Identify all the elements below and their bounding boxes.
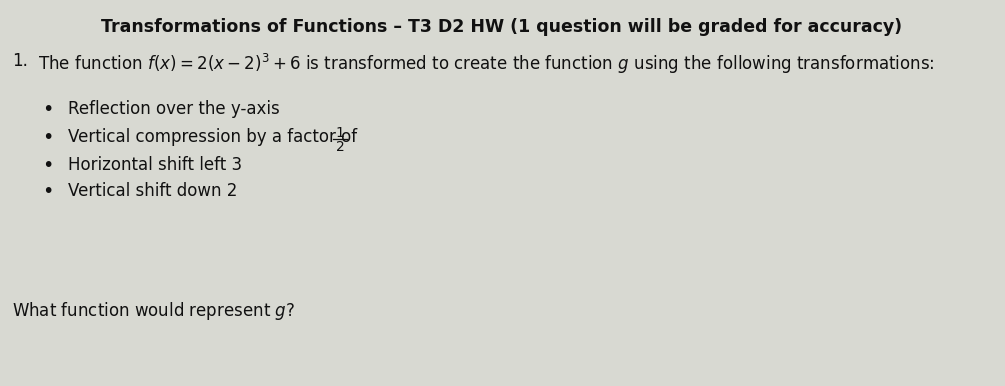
Text: The function $f(x) = 2(x - 2)^3 + 6$ is transformed to create the function $g$ u: The function $f(x) = 2(x - 2)^3 + 6$ is … [38,52,935,76]
Text: What function would represent $g$?: What function would represent $g$? [12,300,295,322]
Text: 1: 1 [336,126,345,140]
Text: 1.: 1. [12,52,28,70]
Text: Vertical compression by a factor of: Vertical compression by a factor of [68,128,363,146]
Text: Horizontal shift left 3: Horizontal shift left 3 [68,156,242,174]
Text: •: • [42,156,53,175]
Text: •: • [42,128,53,147]
Text: 2: 2 [336,140,345,154]
Text: Transformations of Functions – T3 D2 HW (1 question will be graded for accuracy): Transformations of Functions – T3 D2 HW … [102,18,902,36]
Text: •: • [42,182,53,201]
Text: Vertical shift down 2: Vertical shift down 2 [68,182,237,200]
Text: •: • [42,100,53,119]
Text: Reflection over the y-axis: Reflection over the y-axis [68,100,279,118]
